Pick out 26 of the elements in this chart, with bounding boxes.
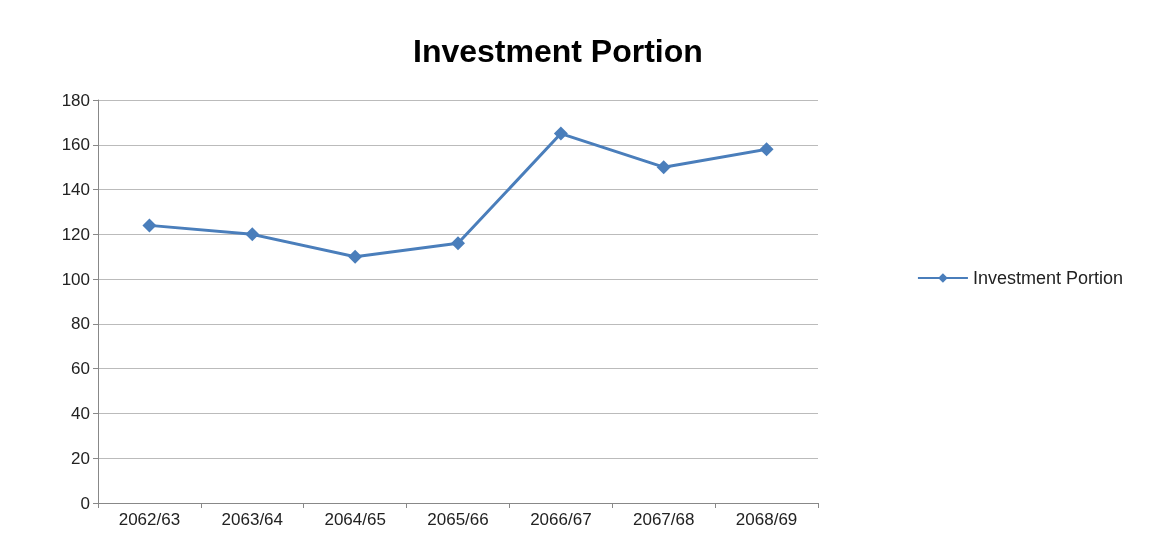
point [348, 249, 363, 264]
y-tick-label: 160 [61, 135, 90, 155]
y-tick-label: 40 [71, 403, 90, 423]
legend-label: Investment Portion [972, 268, 1123, 288]
y-tick-label: 100 [61, 269, 90, 289]
y-tick-label: 80 [71, 314, 90, 334]
x-tick-label: 2062/63 [118, 510, 181, 529]
y-tick-label: 20 [71, 448, 90, 468]
chart-title: Investment Portion [413, 33, 703, 69]
x-tick-label: 2068/69 [735, 510, 798, 529]
point [656, 160, 671, 175]
point [142, 218, 157, 233]
x-tick-label: 2065/66 [427, 510, 489, 529]
y-tick-label: 140 [61, 180, 90, 200]
x-tick-label: 2064/65 [324, 510, 386, 529]
point [245, 227, 260, 242]
y-tick-label: 120 [61, 224, 90, 244]
y-tick-label: 60 [71, 359, 90, 379]
y-tick-label: 0 [80, 493, 90, 513]
x-tick-label: 2063/64 [221, 510, 284, 529]
x-tick-label: 2066/67 [530, 510, 592, 529]
point [759, 142, 774, 157]
point [553, 126, 568, 141]
point [451, 236, 465, 251]
x-tick-label: 2067/68 [632, 510, 695, 529]
y-tick-label: 180 [61, 90, 90, 110]
